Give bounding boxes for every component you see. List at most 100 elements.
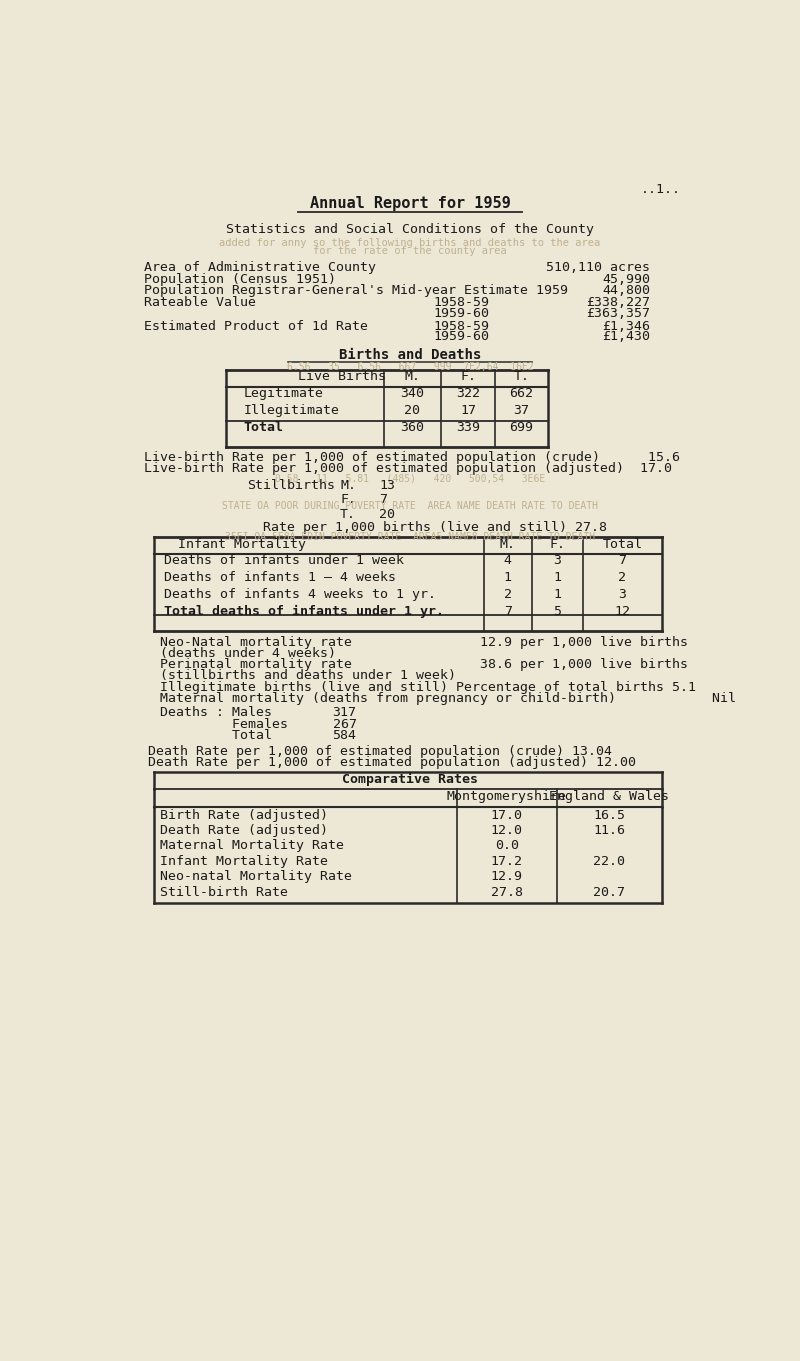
Text: 0.58   11   5.81   (485)   420   500,54   3E6E: 0.58 11 5.81 (485) 420 500,54 3E6E [275,474,545,483]
Text: 267: 267 [333,717,357,731]
Text: Deaths : Males: Deaths : Males [160,706,272,719]
Text: 510,110 acres: 510,110 acres [546,261,650,274]
Text: Total: Total [602,538,642,551]
Text: 1: 1 [554,572,562,584]
Text: Estimated Product of 1d Rate: Estimated Product of 1d Rate [144,320,368,332]
Text: Area of Administrative County: Area of Administrative County [144,261,376,274]
Text: 45,990: 45,990 [602,272,650,286]
Text: 20.7: 20.7 [593,886,625,898]
Text: Annual Report for 1959: Annual Report for 1959 [310,196,510,211]
Text: T.: T. [340,508,356,521]
Text: 17: 17 [460,404,476,418]
Text: Birth Rate (adjusted): Birth Rate (adjusted) [161,808,329,822]
Text: 16.5: 16.5 [593,808,625,822]
Text: £338,227: £338,227 [586,295,650,309]
Text: Live Births: Live Births [298,370,386,384]
Text: £363,357: £363,357 [586,306,650,320]
Text: 2: 2 [504,588,512,602]
Text: Infant Mortality: Infant Mortality [178,538,306,551]
Text: 6.56   35   6.56   667   999  7E2,64  16E2: 6.56 35 6.56 667 999 7E2,64 16E2 [286,362,534,372]
Text: 662: 662 [510,388,534,400]
Text: 1959-60: 1959-60 [434,331,490,343]
Text: 12: 12 [614,606,630,618]
Text: Total: Total [243,422,283,434]
Text: 7: 7 [379,493,387,506]
Text: Statistics and Social Conditions of the County: Statistics and Social Conditions of the … [226,223,594,235]
Text: Neo-Natal mortality rate: Neo-Natal mortality rate [160,636,352,649]
Text: Total deaths of infants under 1 yr.: Total deaths of infants under 1 yr. [164,606,444,618]
Text: 20: 20 [404,404,420,418]
Text: 4: 4 [504,554,512,568]
Text: 322: 322 [456,388,480,400]
Text: Population (Census 1951): Population (Census 1951) [144,272,336,286]
Text: Death Rate (adjusted): Death Rate (adjusted) [161,823,329,837]
Text: Total: Total [160,729,272,742]
Text: 37: 37 [514,404,530,418]
Text: 22.0: 22.0 [593,855,625,868]
Text: Maternal mortality (deaths from pregnancy or child-birth)            Nil: Maternal mortality (deaths from pregnanc… [160,693,736,705]
Text: 44,800: 44,800 [602,284,650,297]
Text: 1: 1 [504,572,512,584]
Text: Legitimate: Legitimate [243,388,323,400]
Text: Montgomeryshire: Montgomeryshire [447,791,567,803]
Text: M.: M. [340,479,356,493]
Text: 699: 699 [510,422,534,434]
Text: 12.9: 12.9 [491,870,523,883]
Text: 340: 340 [400,388,424,400]
Text: for the rate of the county area: for the rate of the county area [313,246,507,256]
Text: ..1..: ..1.. [641,182,681,196]
Text: Stillbirths: Stillbirths [247,479,335,493]
Text: 7: 7 [504,606,512,618]
Text: Births and Deaths: Births and Deaths [339,348,481,362]
Text: F.: F. [550,538,566,551]
Text: 38.6 per 1,000 live births: 38.6 per 1,000 live births [480,659,688,671]
Text: £1,430: £1,430 [602,331,650,343]
Text: Infant Mortality Rate: Infant Mortality Rate [161,855,329,868]
Text: 317: 317 [333,706,357,719]
Text: £1,346: £1,346 [602,320,650,332]
Text: 3: 3 [618,588,626,602]
Text: added for anny so the following births and deaths to the area: added for anny so the following births a… [219,238,601,249]
Text: 1958-59: 1958-59 [434,295,490,309]
Text: Illegitimate births (live and still) Percentage of total births 5.1: Illegitimate births (live and still) Per… [160,680,696,694]
Text: 7: 7 [618,554,626,568]
Text: 35EI OA 5E8A EDIN POVERTY RATE  AREA5 NAME8 DEATH RATE TO DEATH: 35EI OA 5E8A EDIN POVERTY RATE AREA5 NAM… [225,532,595,542]
Text: Maternal Mortality Rate: Maternal Mortality Rate [161,840,345,852]
Text: Perinatal mortality rate: Perinatal mortality rate [160,659,352,671]
Text: Deaths of infants 1 – 4 weeks: Deaths of infants 1 – 4 weeks [164,572,396,584]
Text: M.: M. [500,538,516,551]
Text: M.: M. [404,370,420,384]
Text: 584: 584 [333,729,357,742]
Text: 3: 3 [554,554,562,568]
Text: STATE OA POOR DURING POVERTY RATE  AREA NAME DEATH RATE TO DEATH: STATE OA POOR DURING POVERTY RATE AREA N… [222,501,598,510]
Text: Neo-natal Mortality Rate: Neo-natal Mortality Rate [161,870,353,883]
Text: F.: F. [460,370,476,384]
Text: 0.0: 0.0 [495,840,519,852]
Text: 27.8: 27.8 [491,886,523,898]
Text: 12.9 per 1,000 live births: 12.9 per 1,000 live births [480,636,688,649]
Text: Females: Females [160,717,288,731]
Text: Still-birth Rate: Still-birth Rate [161,886,289,898]
Text: 20: 20 [379,508,395,521]
Text: 13: 13 [379,479,395,493]
Text: Rateable Value: Rateable Value [144,295,256,309]
Text: 12.0: 12.0 [491,823,523,837]
Text: Deaths of infants under 1 week: Deaths of infants under 1 week [164,554,404,568]
Text: 1: 1 [554,588,562,602]
Text: 17.2: 17.2 [491,855,523,868]
Text: Live-birth Rate per 1,000 of estimated population (crude)      15.6: Live-birth Rate per 1,000 of estimated p… [144,450,680,464]
Text: Comparative Rates: Comparative Rates [342,773,478,787]
Text: 17.0: 17.0 [491,808,523,822]
Text: Death Rate per 1,000 of estimated population (crude) 13.04: Death Rate per 1,000 of estimated popula… [148,744,612,758]
Text: England & Wales: England & Wales [549,791,669,803]
Text: Population Registrar-General's Mid-year Estimate 1959: Population Registrar-General's Mid-year … [144,284,568,297]
Text: 1958-59: 1958-59 [434,320,490,332]
Text: 5: 5 [554,606,562,618]
Text: Rate per 1,000 births (live and still) 27.8: Rate per 1,000 births (live and still) 2… [262,521,606,534]
Text: 360: 360 [400,422,424,434]
Text: (deaths under 4 weeks): (deaths under 4 weeks) [160,646,336,660]
Text: Death Rate per 1,000 of estimated population (adjusted) 12.00: Death Rate per 1,000 of estimated popula… [148,757,636,769]
Text: Live-birth Rate per 1,000 of estimated population (adjusted)  17.0: Live-birth Rate per 1,000 of estimated p… [144,463,672,475]
Text: (stillbirths and deaths under 1 week): (stillbirths and deaths under 1 week) [160,670,456,682]
Text: 2: 2 [618,572,626,584]
